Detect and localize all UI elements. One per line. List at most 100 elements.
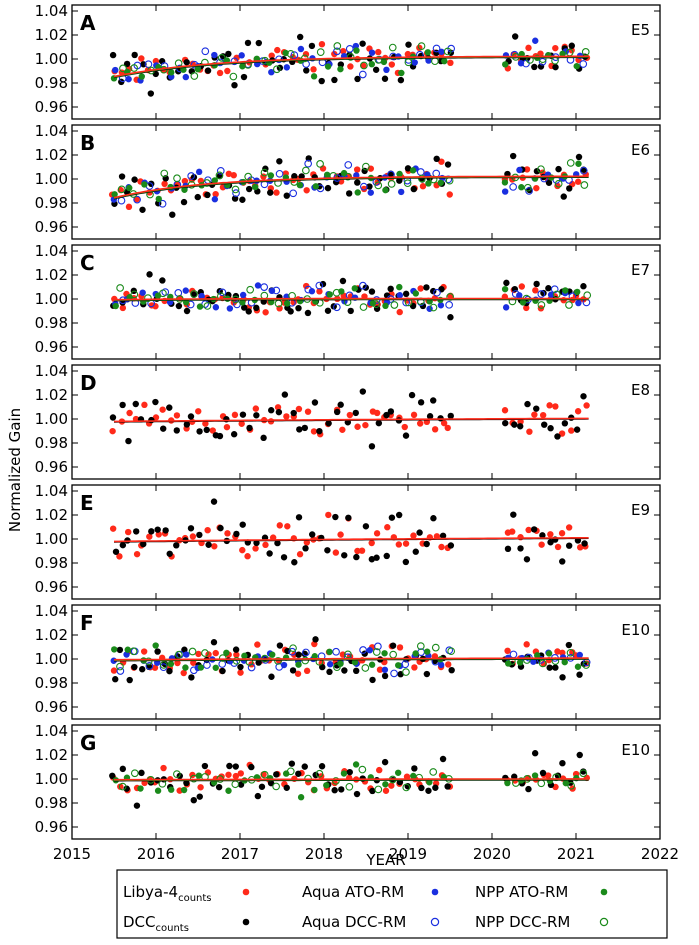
legend-label-main: Aqua ATO-RM [302,883,404,901]
data-point-npp_ato [437,179,444,186]
legend-label-main: NPP ATO-RM [475,883,568,901]
data-point-aqua_dcc [116,667,125,675]
data-point-dcc [541,421,548,428]
data-point-libya [410,532,417,539]
data-point-npp_dcc [361,664,370,672]
data-point-dcc [166,667,173,675]
data-point-dcc [302,545,309,552]
data-point-libya [225,170,233,178]
data-point-aqua_ato [195,168,203,176]
data-point-libya [180,669,187,677]
data-point-libya [360,185,368,193]
data-point-aqua_dcc [344,161,353,169]
data-point-dcc [504,545,512,553]
data-point-aqua_dcc [174,289,183,297]
data-point-aqua_ato [239,291,247,299]
data-point-libya [268,52,275,59]
data-point-npp_dcc [201,649,209,657]
data-point-libya [202,420,209,427]
data-point-dcc [154,648,161,655]
y-tick-label: 0.96 [35,338,68,356]
data-point-npp_dcc [144,294,152,302]
data-point-dcc [423,284,430,291]
data-point-dcc [173,427,180,434]
y-tick-label: 0.98 [35,794,68,812]
data-point-libya [354,547,361,555]
data-point-dcc [423,540,430,548]
data-point-dcc [566,185,573,192]
data-point-dcc [298,173,305,180]
data-point-aqua_dcc [304,159,313,168]
data-point-dcc [240,73,248,81]
data-point-libya [274,46,281,54]
data-point-libya [233,651,240,658]
data-point-dcc [331,76,338,84]
data-point-dcc [533,405,540,412]
y-tick-label: 1.02 [35,746,68,764]
data-point-npp_ato [141,181,148,188]
data-point-npp_ato [310,73,318,80]
legend-label-main: DCC [123,913,156,931]
data-point-dcc [119,401,126,409]
data-point-aqua_dcc [359,646,367,654]
y-tick-label: 0.98 [35,74,68,92]
y-axis-title: Normalized Gain [6,408,24,532]
data-point-npp_dcc [332,288,341,297]
data-point-dcc [187,525,195,532]
data-point-npp_dcc [260,770,269,779]
data-point-dcc [248,763,255,771]
legend-label-main: Libya-4 [123,883,178,901]
data-point-libya [273,189,280,196]
data-point-dcc [408,391,416,399]
panel-letter: G [80,731,96,755]
data-point-dcc [388,514,396,521]
data-point-libya [204,526,211,534]
data-point-libya [552,44,559,52]
panel-letter: A [80,11,96,35]
data-point-dcc [339,277,347,285]
legend-marker [431,888,439,896]
data-point-npp_dcc [583,291,592,300]
data-point-aqua_ato [297,45,305,53]
legend-label: Aqua DCC-RM [302,913,406,931]
panel-d: 0.96 0.98 1.00 1.02 1.04 D E8 [35,362,661,480]
data-point-dcc [232,763,239,770]
data-point-dcc [275,408,283,416]
panel-letter: B [80,131,95,155]
data-point-dcc [255,39,263,47]
data-point-libya [504,647,511,655]
data-point-libya [532,287,539,294]
data-point-aqua_dcc [187,172,196,180]
data-point-libya [558,430,566,437]
data-point-dcc [154,526,161,533]
data-point-dcc [276,642,284,649]
data-point-aqua_ato [125,75,132,83]
data-point-dcc [545,179,553,186]
data-point-libya [554,543,562,551]
data-point-dcc [559,674,566,681]
data-point-npp_ato [574,288,581,296]
data-point-dcc [383,411,390,419]
data-point-dcc [369,787,376,795]
data-point-libya [360,62,367,69]
data-point-dcc [332,513,339,521]
data-point-dcc [368,288,376,295]
data-point-npp_dcc [119,64,127,73]
data-point-libya [195,650,202,658]
data-point-dcc [324,307,332,314]
data-point-dcc [132,400,139,408]
data-point-aqua_ato [212,304,220,311]
data-point-dcc [190,796,197,804]
data-point-aqua_ato [182,73,190,81]
data-point-npp_ato [518,184,525,191]
panel-frame [71,724,661,840]
data-point-npp_ato [519,299,527,306]
data-point-npp_ato [323,782,330,789]
x-tick-label: 2016 [137,845,175,863]
data-point-dcc [502,419,509,427]
data-point-dcc [304,309,312,317]
y-tick-label: 1.00 [35,50,68,68]
data-point-dcc [575,153,583,161]
data-point-npp_dcc [360,61,368,70]
data-point-npp_ato [312,183,320,190]
